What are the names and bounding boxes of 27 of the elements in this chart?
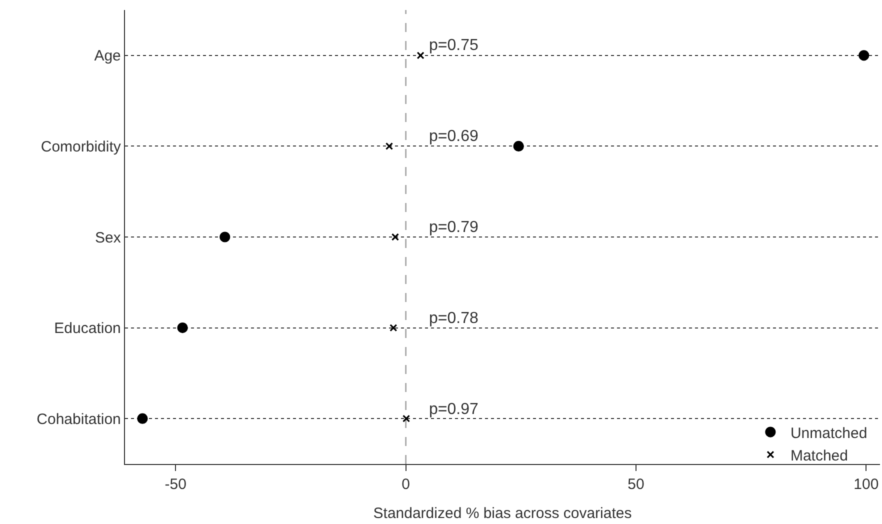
y-tick-label: Sex	[95, 229, 122, 246]
point	[220, 232, 230, 242]
point	[137, 413, 148, 424]
annotation: p=0.75	[429, 37, 478, 54]
y-tick-label: Education	[54, 320, 121, 338]
annotation: p=0.78	[429, 310, 478, 327]
x-tick-label: 0	[402, 476, 410, 494]
legend-label: Matched	[790, 447, 848, 464]
point	[177, 322, 188, 334]
y-tick-label: Comorbidity	[40, 138, 122, 156]
annotation: p=0.79	[429, 219, 478, 236]
y-tick-label: Age	[94, 48, 121, 65]
point	[390, 324, 398, 332]
x-tick-label: -50	[164, 476, 186, 494]
point	[416, 52, 424, 60]
point	[402, 414, 410, 422]
x-axis-title: Standardized % bias across covariates	[373, 505, 632, 522]
annotation: p=0.69	[429, 128, 478, 145]
x-tick-label: 100	[854, 476, 879, 494]
point	[391, 233, 400, 241]
point	[513, 140, 524, 152]
y-tick-label: Cohabitation	[36, 410, 121, 428]
point	[858, 50, 870, 61]
x-tick-label: 50	[628, 476, 644, 494]
point	[385, 142, 394, 150]
annotation: p=0.97	[429, 401, 478, 418]
legend-label: Unmatched	[790, 424, 868, 442]
